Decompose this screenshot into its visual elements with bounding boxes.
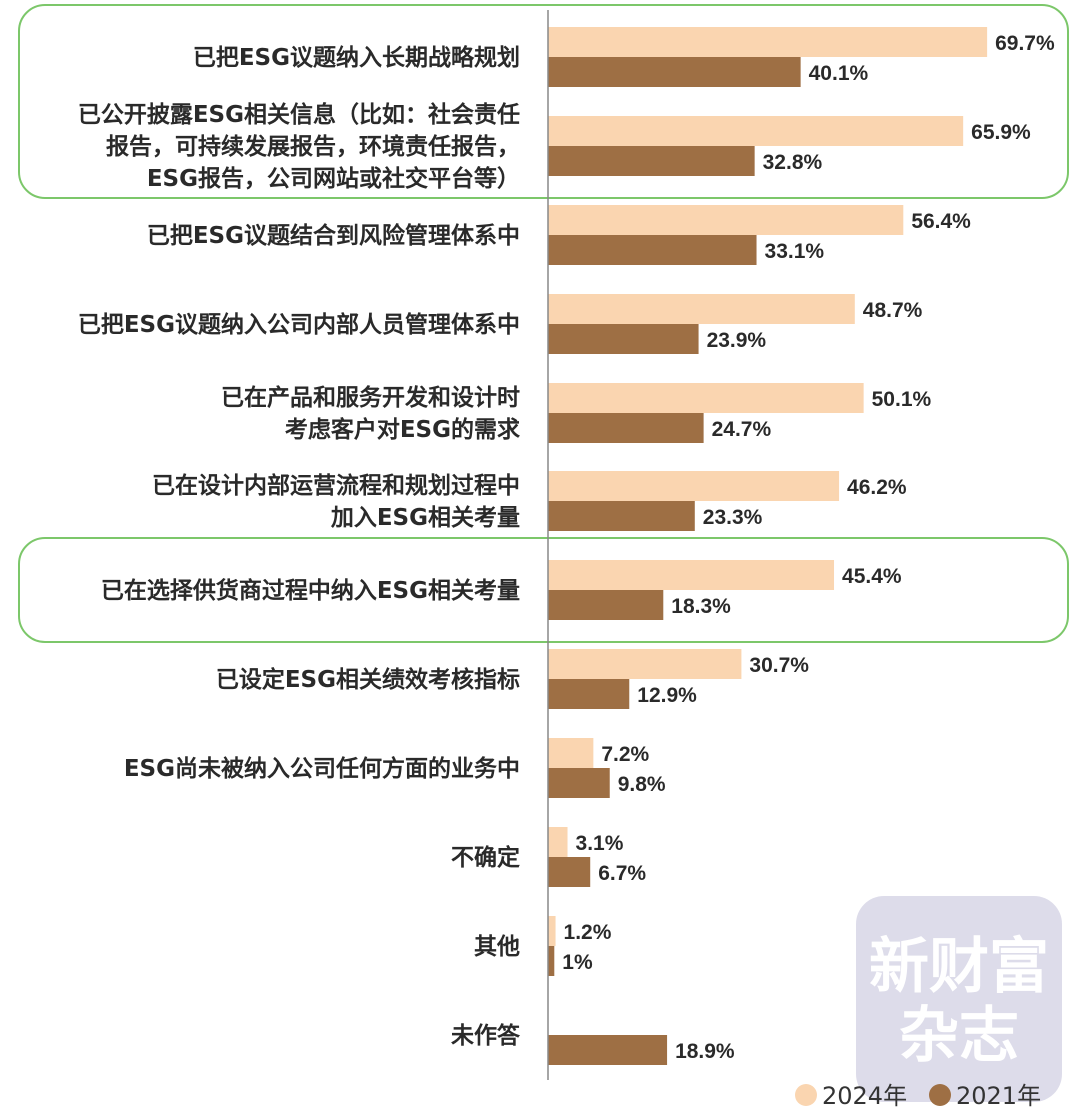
category-label: 已把ESG议题纳入长期战略规划 xyxy=(193,44,520,71)
category-label: 已在选择供货商过程中纳入ESG相关考量 xyxy=(101,577,520,604)
bar-2024 xyxy=(548,916,556,946)
category-label: 已设定ESG相关绩效考核指标 xyxy=(216,666,520,693)
watermark: 新财富 杂志 xyxy=(856,896,1062,1102)
bar-2021 xyxy=(548,501,695,531)
data-label-2021: 1% xyxy=(562,951,593,974)
bar-2024 xyxy=(548,383,864,413)
data-label-2024: 1.2% xyxy=(564,921,612,944)
watermark-line-2: 杂志 xyxy=(899,1001,1019,1071)
bar-2021 xyxy=(548,946,555,976)
watermark-line-1: 新财富 xyxy=(869,932,1049,1002)
bar-2024 xyxy=(548,649,742,679)
category-label: 不确定 xyxy=(451,844,520,871)
highlight-box-0 xyxy=(18,4,1069,199)
bar-2021 xyxy=(548,1035,668,1065)
bar-2021 xyxy=(548,235,757,265)
watermark-background xyxy=(856,896,1062,1102)
data-label-2021: 23.3% xyxy=(703,506,763,529)
bar-2021 xyxy=(548,768,610,798)
category-label: 加入ESG相关考量 xyxy=(330,504,520,531)
bar-2024 xyxy=(548,738,594,768)
data-label-2024: 69.7% xyxy=(995,32,1055,55)
data-label-2024: 65.9% xyxy=(971,121,1031,144)
category-label: ESG尚未被纳入公司任何方面的业务中 xyxy=(124,755,520,782)
data-label-2024: 50.1% xyxy=(872,388,932,411)
bar-2024 xyxy=(548,471,840,501)
labels-layer: 已把ESG议题纳入长期战略规划 69.7% 40.1% 已公开披露ESG相关信息（比如… xyxy=(78,32,1055,1063)
category-label: 已把ESG议题结合到风险管理体系中 xyxy=(147,222,520,249)
data-label-2024: 56.4% xyxy=(911,210,971,233)
data-label-2021: 23.9% xyxy=(707,329,767,352)
bar-2021 xyxy=(548,324,699,354)
category-label: 报告，可持续发展报告，环境责任报告， xyxy=(106,133,520,160)
bar-2021 xyxy=(548,146,755,176)
bar-2021 xyxy=(548,590,664,620)
data-label-2024: 7.2% xyxy=(601,743,649,766)
data-label-2021: 33.1% xyxy=(765,240,825,263)
highlight-box-1 xyxy=(18,537,1069,643)
data-label-2021: 6.7% xyxy=(598,862,646,885)
data-label-2021: 40.1% xyxy=(809,62,869,85)
bar-2024 xyxy=(548,27,988,57)
bar-2024 xyxy=(548,116,964,146)
bars-layer xyxy=(548,27,988,1065)
data-label-2021: 24.7% xyxy=(712,418,772,441)
legend-swatch-2021 xyxy=(929,1084,951,1106)
category-label: 已公开披露ESG相关信息（比如：社会责任 xyxy=(78,101,520,128)
bar-2021 xyxy=(548,679,630,709)
data-label-2024: 3.1% xyxy=(576,832,624,855)
data-label-2024: 48.7% xyxy=(863,299,923,322)
legend-label-2024: 2024年 xyxy=(822,1082,907,1110)
category-label: 已把ESG议题纳入公司内部人员管理体系中 xyxy=(78,311,520,338)
legend-label-2021: 2021年 xyxy=(956,1082,1041,1110)
bar-2021 xyxy=(548,413,704,443)
data-label-2021: 18.9% xyxy=(675,1040,735,1063)
bar-2021 xyxy=(548,857,591,887)
data-label-2021: 9.8% xyxy=(618,773,666,796)
bar-2024 xyxy=(548,294,855,324)
bar-2024 xyxy=(548,560,835,590)
category-label: ESG报告，公司网站或社交平台等） xyxy=(147,165,520,192)
category-label: 其他 xyxy=(474,934,520,960)
legend: 2024年 2021年 xyxy=(795,1082,1041,1110)
highlight-boxes xyxy=(18,4,1069,643)
data-label-2021: 32.8% xyxy=(763,151,823,174)
bar-2024 xyxy=(548,205,904,235)
bar-2021 xyxy=(548,57,801,87)
data-label-2024: 46.2% xyxy=(847,476,907,499)
category-label: 已在设计内部运营流程和规划过程中 xyxy=(152,472,520,499)
category-label: 考虑客户对ESG的需求 xyxy=(285,416,520,443)
data-label-2021: 12.9% xyxy=(637,684,697,707)
category-label: 已在产品和服务开发和设计时 xyxy=(221,384,520,411)
data-label-2024: 30.7% xyxy=(749,654,809,677)
data-label-2024: 45.4% xyxy=(842,565,902,588)
bar-2024 xyxy=(548,827,568,857)
legend-swatch-2024 xyxy=(795,1084,817,1106)
category-label: 未作答 xyxy=(451,1022,521,1049)
data-label-2021: 18.3% xyxy=(671,595,731,618)
